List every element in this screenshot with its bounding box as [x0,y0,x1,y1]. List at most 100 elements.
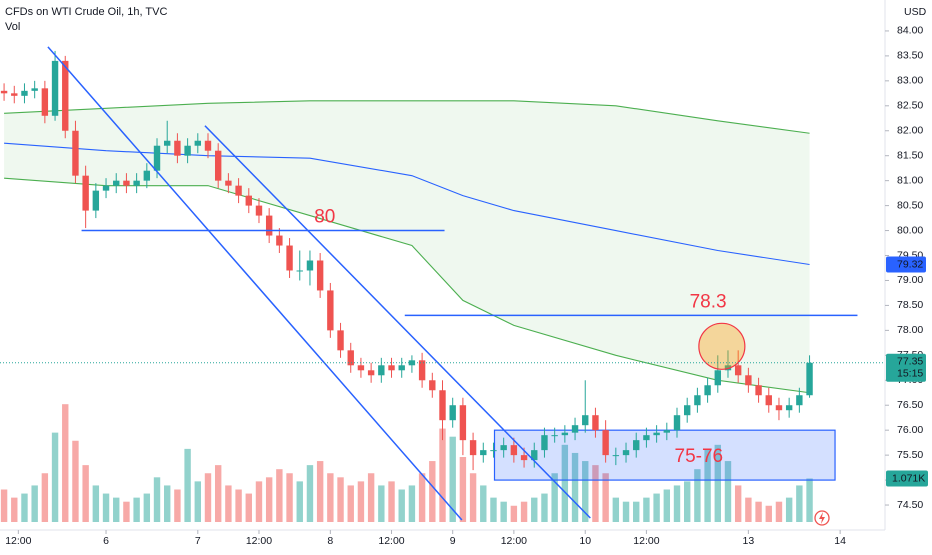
x-tick-label: 14 [834,535,846,547]
volume-bar [592,465,599,522]
volume-bar [31,485,38,522]
volume-bar [734,485,742,522]
candle-body [214,150,222,181]
last-price-tag [886,353,926,382]
y-tick-label: 82.50 [897,100,923,112]
candle-body [520,455,528,461]
volume-bar [490,497,497,522]
volume-bar [531,497,538,522]
volume-bar [500,501,507,522]
y-tick-label: 79.00 [897,274,923,286]
volume-bar [653,493,660,522]
volume-bar [765,505,772,522]
candle-body [245,195,252,206]
candle-body [449,405,456,421]
candle-body [327,290,334,331]
volume-bar [571,452,579,522]
band-lower [4,177,810,394]
volume-bar [102,493,110,522]
x-tick-label: 8 [327,535,333,547]
volume-bar [255,481,263,522]
x-tick-label: 12:00 [246,535,272,547]
y-tick-label: 83.50 [897,50,923,62]
candle-body [388,365,395,371]
y-tick-label: 82.00 [897,125,923,137]
chart-title: CFDs on WTI Crude Oil, 1h, TVC [5,6,167,18]
volume-bar [724,461,732,522]
volume-bar [153,477,161,522]
y-tick-label: 76.50 [897,399,923,411]
candle-body [714,370,721,386]
flash-icon[interactable] [814,510,830,526]
volume-bar [408,485,416,522]
trendline [47,46,463,521]
volume-bar [133,497,140,522]
volume-bar [612,497,620,522]
candle-body [571,425,579,433]
volume-bar [796,485,803,522]
candle-body [296,270,303,272]
candle-body [796,395,803,406]
trendline [204,125,591,519]
candle-body [164,140,171,146]
volume-bar [21,493,28,522]
plot: 80 78.3 75-76 [0,46,885,522]
y-tick-label: 81.50 [897,149,923,161]
candle-body [367,370,375,376]
volume-bar [327,473,334,522]
candle-body [643,435,650,441]
x-tick-label: 7 [195,535,201,547]
volume-bar [561,444,569,522]
volume-bar [602,473,609,522]
volume-bar [714,444,721,522]
volume-bar [174,489,181,522]
candle-body [418,360,426,381]
candle-body [755,385,762,396]
candle-body [469,440,477,456]
level-label: 78.3 [690,291,727,312]
volume-bar [113,497,120,522]
candle-body [133,180,140,186]
candle-body [265,215,273,236]
y-tick-label: 80.50 [897,199,923,211]
candle-body [235,185,242,196]
y-tick-label: 76.00 [897,424,923,436]
volume-bar [378,485,385,522]
candle-body [684,405,691,416]
volume-bar [684,481,691,522]
candle-body [255,205,263,216]
volume-bar [388,481,395,522]
candle-body [785,405,793,411]
band-price-label: 79.32 [897,258,923,270]
candle-body [143,170,151,181]
candle-body [316,260,324,291]
candle-body [592,415,599,431]
icon-bolt[interactable] [819,512,825,524]
volume-bar [204,473,212,522]
volume-bar [276,469,283,522]
volume-bar [510,505,518,522]
y-tick-label: 83.00 [897,75,923,87]
highlight-circle [698,322,746,370]
volume-bar [418,473,426,522]
volume-bar [439,428,446,522]
volume-bar [755,501,762,522]
candle-body [11,93,18,96]
volume-bar [123,501,130,522]
candle-body [612,455,620,457]
volume-bar [72,440,79,522]
volume-bar [357,481,365,522]
y-tick-label: 81.00 [897,174,923,186]
candle-body [673,415,681,431]
volume-bar [429,461,436,522]
y-tick-label: 74.50 [897,499,923,511]
candle-body [51,60,59,116]
x-tick-label: 12:00 [5,535,31,547]
candle-body [31,88,38,91]
band-fill [4,100,810,393]
volume-bar [41,473,49,522]
volume-bar [265,477,273,522]
volume-bar [92,485,100,522]
candle-body [102,185,110,191]
x-tick-label: 10 [579,535,591,547]
